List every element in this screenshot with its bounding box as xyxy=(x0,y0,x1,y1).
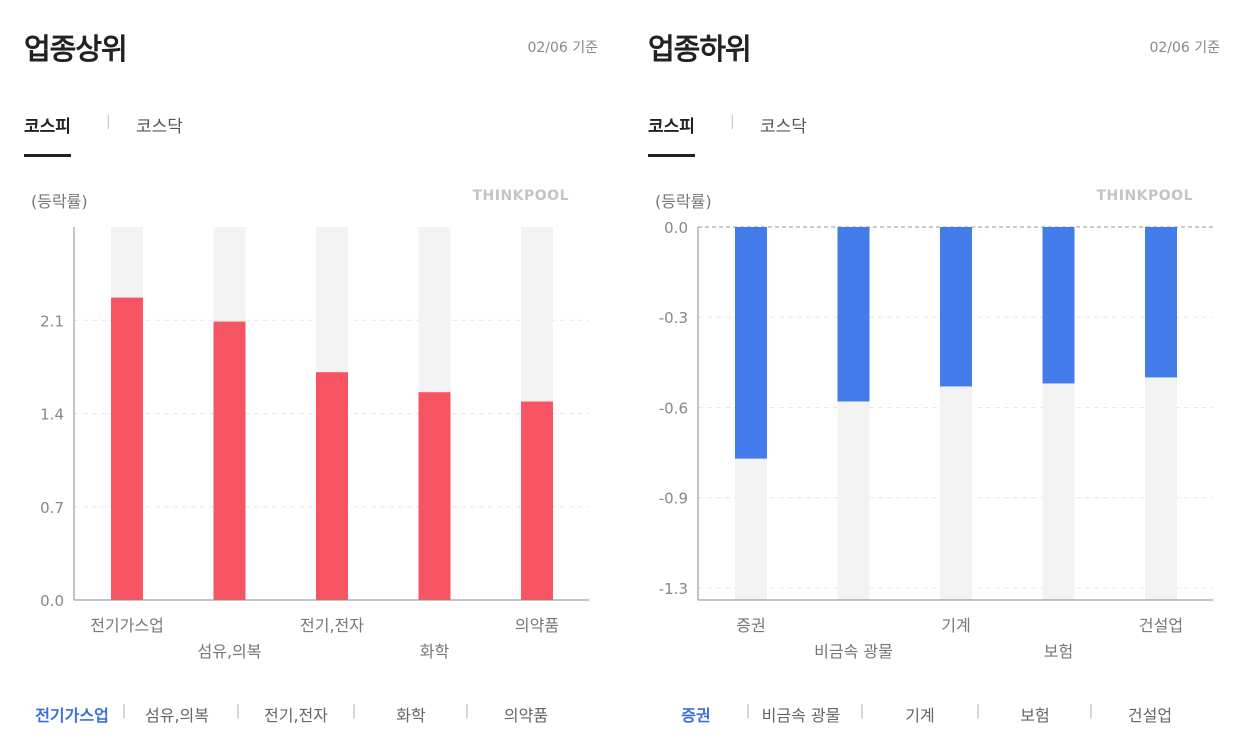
sector-nav-item[interactable]: 보험 xyxy=(1020,706,1050,725)
sector-nav-item[interactable]: 섬유,의복 xyxy=(145,706,209,725)
x-tick-label: 화학 xyxy=(420,642,450,661)
bar-group[interactable] xyxy=(735,227,767,600)
bar-group[interactable] xyxy=(1042,227,1075,600)
bar[interactable] xyxy=(418,392,451,600)
sector-nav-item[interactable]: 비금속 광물 xyxy=(761,706,841,725)
sector-nav: 전기가스업 섬유,의복 전기,전자 화학 의약품 | | | | xyxy=(24,702,604,728)
bar[interactable] xyxy=(735,227,767,459)
bar-group[interactable] xyxy=(837,227,870,600)
x-tick-label: 섬유,의복 xyxy=(198,642,262,661)
x-tick-label: 의약품 xyxy=(515,616,559,635)
bar[interactable] xyxy=(213,321,246,600)
y-tick-label: 2.1 xyxy=(40,312,64,330)
y-tick-label: 0.7 xyxy=(40,499,64,517)
bar[interactable] xyxy=(521,401,553,600)
sector-nav-item[interactable]: 기계 xyxy=(905,706,935,725)
y-tick-label: 0.0 xyxy=(40,592,64,610)
tab-kospi[interactable]: 코스피 xyxy=(648,112,695,157)
x-tick-label: 기계 xyxy=(941,616,970,635)
bar-group[interactable] xyxy=(418,227,451,600)
bar-group[interactable] xyxy=(940,227,972,600)
bar-group[interactable] xyxy=(1145,227,1177,600)
sector-nav-item[interactable]: 의약품 xyxy=(503,706,549,725)
bar[interactable] xyxy=(1042,227,1075,384)
x-tick-label: 증권 xyxy=(736,616,765,635)
sector-nav-item[interactable]: 전기,전자 xyxy=(264,706,328,725)
tab-kospi[interactable]: 코스피 xyxy=(24,112,71,157)
x-tick-label: 전기,전자 xyxy=(300,616,364,635)
tab-divider: | xyxy=(106,114,111,130)
sector-nav-item[interactable]: 건설업 xyxy=(1127,706,1173,725)
sector-nav-item[interactable]: 증권 xyxy=(681,706,711,725)
date-label: 02/06 기준 xyxy=(1149,40,1220,56)
bar[interactable] xyxy=(316,372,348,600)
sector-nav: 증권 비금속 광물 기계 보험 건설업 | | | | xyxy=(648,702,1228,728)
y-tick-label: -1.3 xyxy=(659,580,688,598)
y-axis-label: (등락률) xyxy=(655,192,712,211)
thinkpool-watermark: THINKPOOL xyxy=(1096,188,1193,204)
nav-divider: | xyxy=(745,703,751,719)
top-sectors-panel: 업종상위 02/06 기준 코스피 | 코스닥 (등락률) THINKPOOL 0.… xyxy=(24,0,624,741)
nav-divider: | xyxy=(464,703,470,719)
y-tick-label: 0.0 xyxy=(664,219,688,237)
bar-group[interactable] xyxy=(316,227,348,600)
panel-title: 업종상위 xyxy=(24,32,128,66)
x-tick-label: 비금속 광물 xyxy=(814,642,893,661)
bar[interactable] xyxy=(940,227,972,387)
x-tick-label: 보험 xyxy=(1044,642,1073,661)
panel-title: 업종하위 xyxy=(648,32,752,66)
y-tick-label: -0.9 xyxy=(659,490,688,508)
bar[interactable] xyxy=(111,297,143,600)
bar[interactable] xyxy=(1145,227,1177,378)
bottom-sectors-panel: 업종하위 02/06 기준 코스피 | 코스닥 (등락률) THINKPOOL 0.… xyxy=(648,0,1242,741)
x-tick-label: 건설업 xyxy=(1139,616,1183,635)
nav-divider: | xyxy=(121,703,127,719)
bar-group[interactable] xyxy=(213,227,246,600)
date-label: 02/06 기준 xyxy=(527,40,598,56)
nav-divider: | xyxy=(859,703,865,719)
nav-divider: | xyxy=(235,703,241,719)
bar[interactable] xyxy=(837,227,870,402)
y-axis-label: (등락률) xyxy=(31,192,88,211)
y-tick-label: -0.3 xyxy=(659,309,688,327)
tab-kosdaq[interactable]: 코스닥 xyxy=(760,117,807,137)
tab-divider: | xyxy=(730,114,735,130)
sector-nav-item[interactable]: 화학 xyxy=(396,706,426,725)
thinkpool-watermark: THINKPOOL xyxy=(472,188,569,204)
bar-group[interactable] xyxy=(111,227,143,600)
y-tick-label: 1.4 xyxy=(40,406,64,424)
x-tick-label: 전기가스업 xyxy=(90,616,164,635)
y-tick-label: -0.6 xyxy=(659,399,688,417)
nav-divider: | xyxy=(1088,703,1094,719)
nav-divider: | xyxy=(351,703,357,719)
bar-group[interactable] xyxy=(521,227,553,600)
sector-nav-item[interactable]: 전기가스업 xyxy=(35,706,109,725)
nav-divider: | xyxy=(975,703,981,719)
tab-kosdaq[interactable]: 코스닥 xyxy=(136,117,183,137)
